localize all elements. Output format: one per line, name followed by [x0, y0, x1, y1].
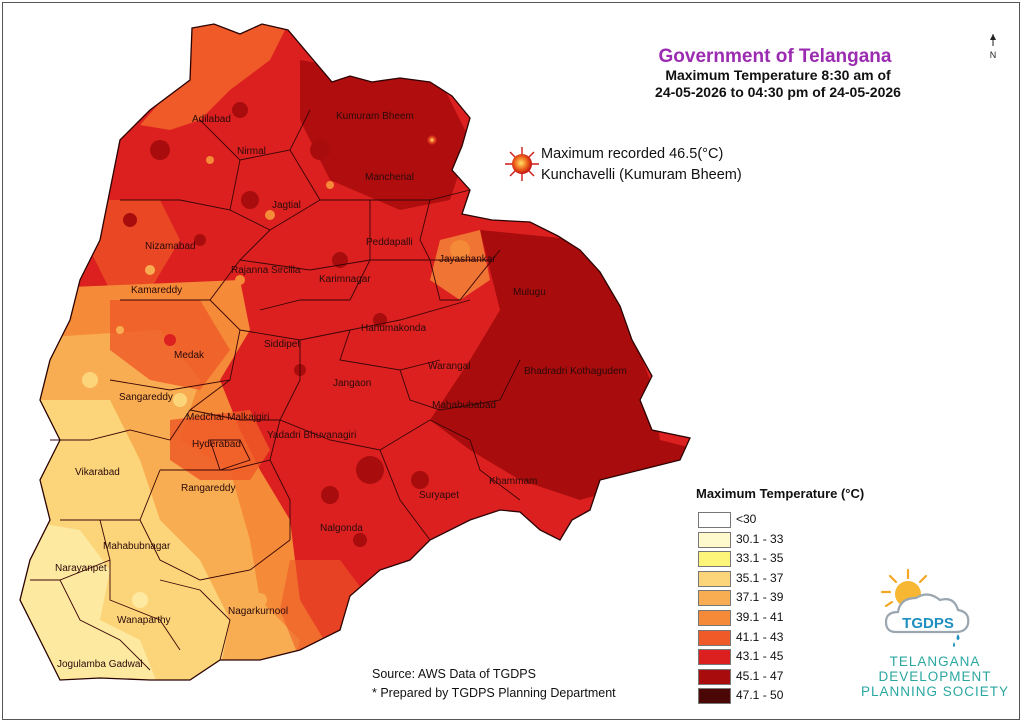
max-temp-location-dot: [427, 135, 437, 145]
district-label: Siddipet: [264, 339, 301, 350]
district-label: Kumuram Bheem: [336, 111, 414, 122]
legend-label: 43.1 - 45: [736, 649, 784, 664]
source-note: Source: AWS Data of TGDPS: [372, 667, 536, 681]
district-label: Kamareddy: [131, 285, 183, 296]
legend-label: 47.1 - 50: [736, 688, 784, 703]
legend-swatch: [698, 531, 731, 548]
district-label: Rangareddy: [181, 483, 236, 494]
district-label: Nizamabad: [145, 241, 196, 252]
legend-swatch: [698, 551, 731, 568]
map-subtitle-line1: Maximum Temperature 8:30 am of: [665, 67, 891, 83]
district-label: Peddapalli: [366, 237, 413, 248]
north-arrow-icon: N: [986, 32, 1000, 62]
legend-swatch: [698, 610, 731, 626]
district-label: Karimnagar: [319, 274, 371, 285]
legend-swatch: [698, 570, 731, 587]
legend-swatch: [698, 629, 731, 646]
district-label: Jagtial: [272, 200, 301, 211]
legend-title: Maximum Temperature (°C): [696, 486, 865, 501]
rain-drops-icon: [953, 634, 960, 647]
district-label: Hanumakonda: [361, 323, 427, 334]
logo-abbr: TGDPS: [902, 615, 954, 632]
legend-swatch: [698, 512, 731, 528]
district-label: Nagarkurnool: [228, 606, 289, 617]
district-label: Wanaparthy: [117, 615, 171, 626]
legend-label: 30.1 - 33: [736, 531, 784, 546]
tgdps-logo: TGDPS: [872, 566, 982, 656]
legend-label: 33.1 - 35: [736, 551, 784, 566]
district-label: Nalgonda: [320, 523, 363, 534]
legend-label: 35.1 - 37: [736, 570, 784, 585]
district-label: Medak: [174, 350, 205, 361]
logo-name-line: DEVELOPMENT: [878, 669, 992, 684]
district-label: Mancherial: [365, 172, 414, 183]
district-label: Suryapet: [419, 490, 460, 501]
legend-swatch: [698, 688, 731, 705]
district-label: Yadadri Bhuvanagiri: [267, 430, 357, 441]
legend-label: 45.1 - 47: [736, 668, 784, 683]
legend-swatch: [698, 590, 731, 607]
district-label: Mahabubabad: [432, 400, 496, 411]
district-label: Mahabubnagar: [103, 541, 171, 552]
district-label: Sangareddy: [119, 392, 173, 403]
max-recorded-location: Kunchavelli (Kumuram Bheem): [541, 167, 742, 183]
logo-name-line: PLANNING SOCIETY: [860, 684, 1010, 699]
district-label: Rajanna Sircilla: [231, 265, 301, 276]
district-label: Medchal-Malkajgiri: [186, 412, 270, 423]
temperature-zones: [20, 24, 690, 680]
logo-name-line: TELANGANA: [889, 654, 981, 669]
north-arrow-label: N: [990, 50, 997, 60]
district-label: Warangal: [428, 361, 471, 372]
district-label: Nirmal: [237, 146, 266, 157]
district-label: Adilabad: [192, 114, 231, 125]
cloud-icon: [884, 593, 970, 634]
tgdps-fullname: TELANGANA DEVELOPMENT PLANNING SOCIETY: [860, 654, 1010, 699]
legend-swatch: [698, 649, 731, 666]
legend-label: <30: [736, 512, 757, 526]
district-label: Khammam: [489, 476, 538, 487]
prepared-by-note: * Prepared by TGDPS Planning Department: [372, 686, 616, 700]
district-label: Vikarabad: [75, 467, 120, 478]
district-label: Narayanpet: [55, 563, 107, 574]
legend-label: 41.1 - 43: [736, 629, 784, 644]
legend-label: 37.1 - 39: [736, 590, 784, 605]
map-subtitle-line2: 24-05-2026 to 04:30 pm of 24-05-2026: [655, 84, 901, 100]
map-title: Government of Telangana: [658, 46, 892, 67]
district-label: Jayashankar: [439, 254, 496, 265]
max-recorded-value: Maximum recorded 46.5(°C): [541, 146, 724, 162]
district-label: Hyderabad: [192, 439, 241, 450]
district-label: Mulugu: [513, 287, 546, 298]
max-recorded-sun-icon: [505, 147, 539, 181]
district-label: Bhadradri Kothagudem: [524, 366, 627, 377]
district-boundaries: [30, 109, 521, 671]
state-outline: [19, 23, 691, 681]
district-label: Jangaon: [333, 378, 372, 389]
legend-swatch: [698, 668, 731, 685]
district-label: Jogulamba Gadwal: [57, 659, 143, 670]
legend-label: 39.1 - 41: [736, 610, 784, 624]
